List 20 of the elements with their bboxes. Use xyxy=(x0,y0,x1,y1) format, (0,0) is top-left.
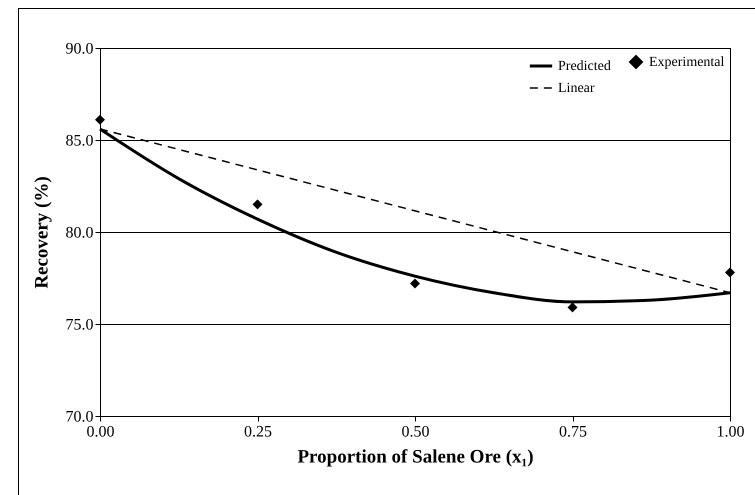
x-tick-label: 0.50 xyxy=(402,424,430,440)
x-tick-label: 0.25 xyxy=(244,424,272,440)
point xyxy=(95,114,105,125)
y-tick-label: 70.0 xyxy=(66,408,94,426)
x-tick-label: 0.00 xyxy=(86,424,114,440)
y-tick-label: 85.0 xyxy=(66,132,94,150)
point xyxy=(410,278,420,289)
y-tick-label: 75.0 xyxy=(66,316,94,334)
y-tick-label: 80.0 xyxy=(66,224,94,242)
point xyxy=(725,267,735,278)
x-tick-label: 0.75 xyxy=(559,424,587,440)
point xyxy=(568,302,578,312)
legend-label: Linear xyxy=(558,81,595,96)
x-tick-label: 1.00 xyxy=(716,424,744,440)
point xyxy=(252,199,262,210)
legend-label: Experimental xyxy=(649,55,725,70)
y-tick-label: 90.0 xyxy=(66,40,94,58)
y-axis-title: Recovery (%) xyxy=(32,176,52,289)
legend-label: Predicted xyxy=(558,59,611,74)
x-axis-title: Proportion of Salene Ore (x₁) xyxy=(297,446,534,468)
